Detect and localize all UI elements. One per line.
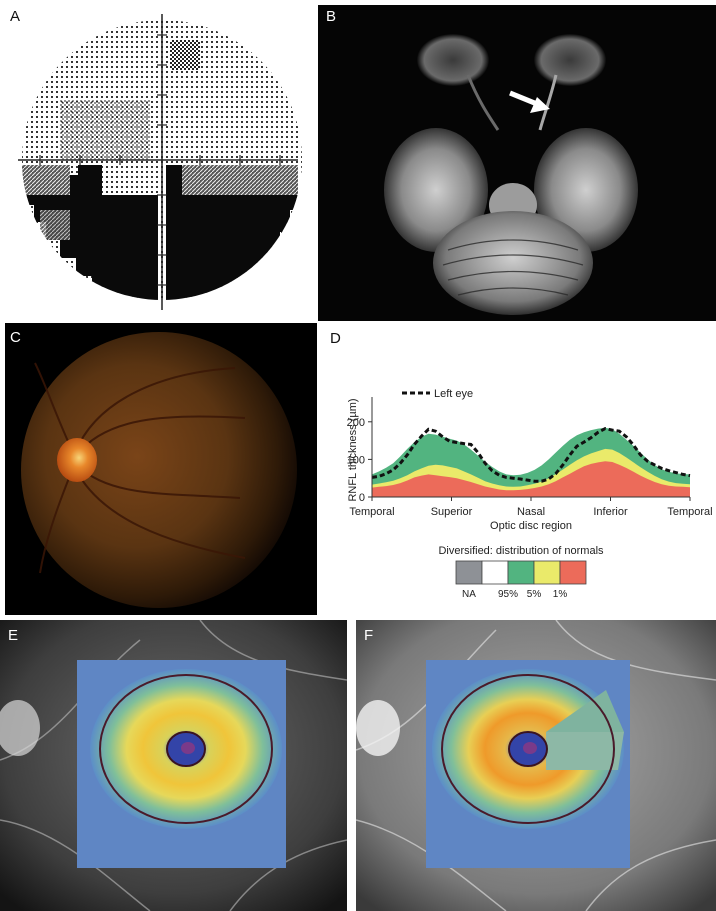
mri-image	[384, 34, 638, 315]
band-1pct	[372, 461, 690, 497]
panel-e-oct-map: E	[0, 620, 347, 911]
legend-label-1pct: 1%	[553, 589, 568, 600]
x-tick-label: Superior	[431, 506, 473, 518]
panel-b-mri: B	[318, 5, 716, 321]
oct-thickness-map-right	[356, 620, 716, 911]
panel-f-oct-map: F	[356, 620, 716, 911]
legend-label-left-eye: Left eye	[434, 388, 473, 400]
x-tick-label: Inferior	[593, 506, 628, 518]
x-tick-label: Nasal	[517, 506, 545, 518]
x-tick-label: Temporal	[349, 506, 394, 518]
panel-label-f: F	[364, 627, 374, 644]
legend-swatch-3	[507, 560, 535, 585]
panel-a-visual-field: A	[0, 0, 318, 318]
panel-d-rnfl-chart: D 0 100 200 Temporal Superior Nasal Inferior Te…	[326, 325, 716, 615]
oct-thickness-map-left	[0, 620, 347, 911]
y-tick-label: 200	[347, 417, 365, 429]
fundus-image	[21, 332, 297, 608]
y-tick-label: 100	[347, 454, 365, 466]
panel-c-fundus-photo: C	[5, 323, 317, 615]
series-line-left-eye	[371, 427, 691, 483]
x-tick-label: Temporal	[667, 506, 712, 518]
panel-label-b: B	[326, 8, 337, 25]
legend-label-95pct: 95%	[498, 589, 518, 600]
y-axis-label: RNFL thickness (µm)	[347, 398, 359, 501]
y-tick-label: 0	[359, 492, 365, 504]
legend-swatch-1	[455, 560, 483, 585]
legend-label-na: NA	[462, 589, 476, 600]
arrow-icon	[509, 90, 550, 113]
panel-label-d: D	[330, 330, 341, 347]
legend-swatch-2	[481, 560, 509, 585]
panel-label-e: E	[8, 627, 19, 644]
visual-field-plot	[18, 14, 302, 310]
legend-title: Diversified: distribution of normals	[438, 545, 604, 557]
legend-label-5pct: 5%	[527, 589, 542, 600]
legend-swatch-5	[559, 560, 587, 585]
rnfl-chart-svg: 0 100 200 Temporal Superior Nasal Inferior Temp…	[347, 388, 713, 600]
panel-label-a: A	[10, 8, 21, 25]
panel-label-c: C	[10, 329, 21, 346]
x-axis-label: Optic disc region	[490, 520, 572, 532]
legend-swatch-4	[533, 560, 561, 585]
